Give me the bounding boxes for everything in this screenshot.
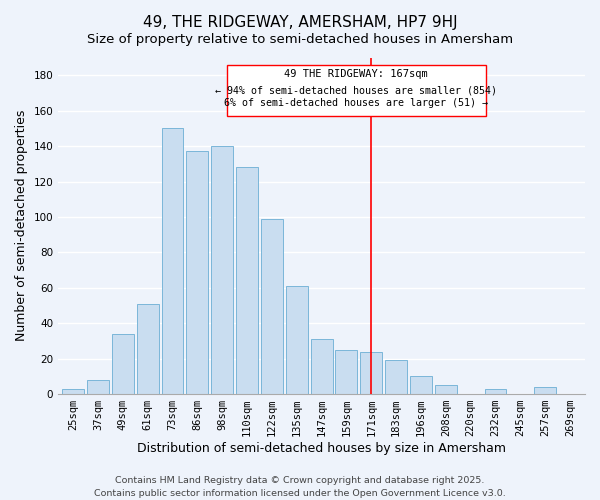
Bar [187,152,208,394]
Bar [261,218,283,394]
Bar [62,389,84,394]
Bar [211,146,233,394]
Bar [161,128,184,394]
Bar [435,385,457,394]
Bar [112,334,134,394]
Text: Size of property relative to semi-detached houses in Amersham: Size of property relative to semi-detach… [87,32,513,46]
Bar [385,360,407,394]
Text: 49 THE RIDGEWAY: 167sqm: 49 THE RIDGEWAY: 167sqm [284,69,428,79]
FancyBboxPatch shape [227,64,485,116]
Y-axis label: Number of semi-detached properties: Number of semi-detached properties [15,110,28,342]
Bar [485,389,506,394]
Bar [410,376,432,394]
Bar [311,339,332,394]
Text: 6% of semi-detached houses are larger (51) →: 6% of semi-detached houses are larger (5… [224,98,488,108]
Text: Contains HM Land Registry data © Crown copyright and database right 2025.
Contai: Contains HM Land Registry data © Crown c… [94,476,506,498]
Text: ← 94% of semi-detached houses are smaller (854): ← 94% of semi-detached houses are smalle… [215,86,497,96]
Bar [286,286,308,394]
X-axis label: Distribution of semi-detached houses by size in Amersham: Distribution of semi-detached houses by … [137,442,506,455]
Bar [535,387,556,394]
Bar [87,380,109,394]
Text: 49, THE RIDGEWAY, AMERSHAM, HP7 9HJ: 49, THE RIDGEWAY, AMERSHAM, HP7 9HJ [143,15,457,30]
Bar [335,350,358,394]
Bar [361,352,382,394]
Bar [236,168,258,394]
Bar [137,304,158,394]
